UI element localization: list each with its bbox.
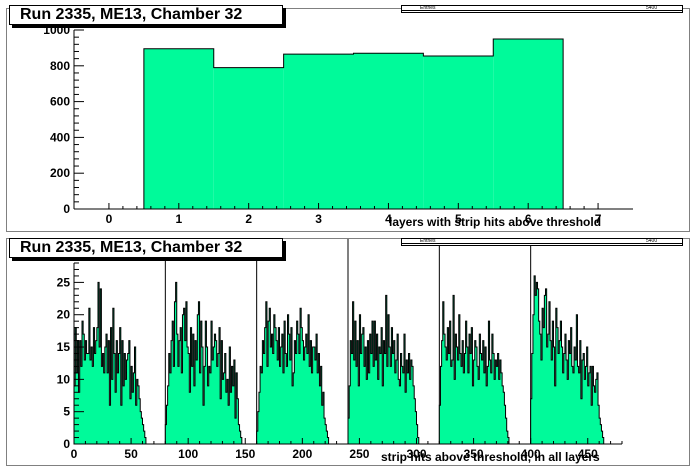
histogram-fill-layer-3: [256, 301, 329, 444]
x-tick-label-top-2: 2: [245, 212, 252, 226]
x-axis-title-top: layers with strip hits above threshold: [389, 215, 602, 229]
bar-5: [423, 55, 494, 209]
pad-top: 0 200 400 600 800 1000 0 1 2 3 4 5 6 7: [6, 8, 690, 232]
bar-2: [213, 67, 284, 209]
stats-entries-label-top: Entries: [420, 5, 436, 11]
y-tick-label-bottom-5: 25: [57, 275, 71, 289]
x-tick-label-top-1: 1: [175, 212, 182, 226]
histogram-outline-layer-1: [73, 281, 148, 445]
pad-bottom: 0 5 10 15 20 25 0 50 100 150 200 250 300 350 400 450: [6, 238, 690, 466]
x-tick-label-top-3: 3: [315, 212, 322, 226]
stats-divider-bottom: [402, 243, 682, 244]
x-tick-label-bottom-7: 350: [464, 447, 484, 461]
x-tick-label-top-0: 0: [106, 212, 113, 226]
y-tick-label-top-3: 600: [50, 95, 70, 109]
x-tick-label-top-4: 4: [385, 212, 392, 226]
y-tick-label-top-2: 400: [50, 130, 70, 144]
histogram-outline-layer-2: [164, 281, 243, 445]
stats-entries-value-top: 5400: [646, 5, 658, 11]
histogram-outline-layer-6: [530, 275, 605, 445]
x-tick-label-bottom-3: 150: [235, 447, 255, 461]
histogram-outline-layer-4: [347, 294, 420, 445]
x-tick-label-bottom-2: 100: [178, 447, 198, 461]
stats-entries-value-bottom: 5400: [646, 238, 658, 244]
chart-title-top: Run 2335, ME13, Chamber 32: [9, 5, 283, 25]
x-tick-label-top-6: 6: [525, 212, 532, 226]
histogram-outline-layer-3: [256, 301, 330, 445]
x-tick-label-bottom-6: 300: [406, 447, 426, 461]
y-tick-label-top-0: 0: [63, 202, 70, 216]
y-tick-label-bottom-2: 10: [57, 372, 71, 386]
bar-3: [283, 54, 354, 209]
x-tick-label-bottom-9: 450: [578, 447, 598, 461]
y-tick-label-bottom-0: 0: [63, 437, 70, 451]
y-tick-label-bottom-1: 5: [63, 405, 70, 419]
x-tick-label-bottom-5: 250: [349, 447, 369, 461]
y-tick-label-bottom-4: 20: [57, 308, 71, 322]
x-tick-label-bottom-4: 200: [292, 447, 312, 461]
x-tick-label-top-7: 7: [595, 212, 602, 226]
stats-box-bottom: Entries 5400: [401, 238, 683, 246]
histogram-outline-top: [74, 38, 633, 210]
histogram-fill-layer-5: [439, 295, 509, 444]
bar-1: [143, 48, 214, 209]
bar-4: [353, 53, 424, 209]
x-tick-label-bottom-0: 0: [71, 447, 78, 461]
y-tick-label-top-4: 800: [50, 59, 70, 73]
histogram-outline-layer-5: [438, 294, 510, 445]
stats-box-top: Entries 5400: [401, 5, 683, 13]
stats-divider-top: [402, 10, 682, 11]
x-tick-label-top-5: 5: [455, 212, 462, 226]
x-tick-label-bottom-1: 50: [124, 447, 138, 461]
stats-entries-label-bottom: Entries: [420, 238, 436, 244]
x-tick-label-bottom-8: 400: [521, 447, 541, 461]
y-tick-label-top-1: 200: [50, 166, 70, 180]
x-axis-title-bottom: strip hits above threshold, in all layer…: [381, 450, 600, 464]
bar-6: [493, 38, 564, 210]
chart-title-bottom: Run 2335, ME13, Chamber 32: [9, 238, 283, 258]
y-tick-label-bottom-3: 15: [57, 340, 71, 354]
